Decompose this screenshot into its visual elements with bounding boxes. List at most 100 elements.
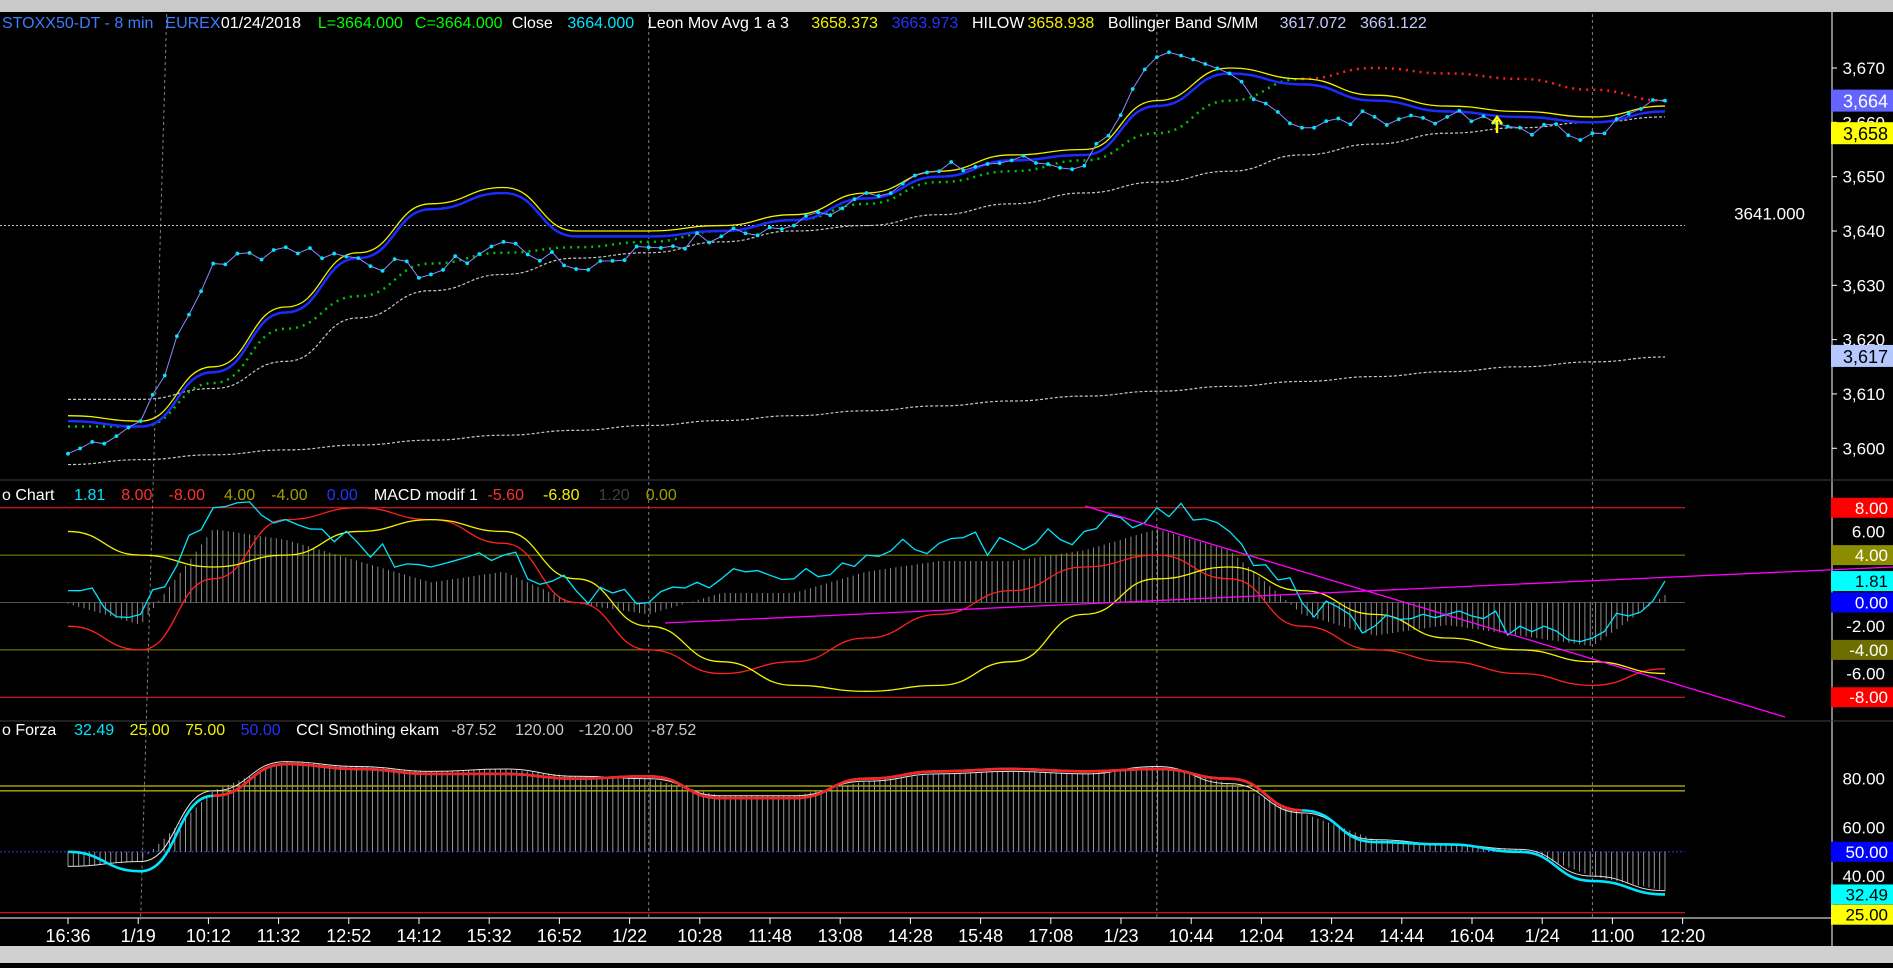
cci-y-tick-label: 80.00 <box>1842 770 1885 789</box>
close-price-point <box>900 181 905 186</box>
close-price-point <box>707 240 712 245</box>
close-price-point <box>465 261 470 266</box>
price-legend-item: Bollinger Band S/MM <box>1108 15 1258 32</box>
close-price-point <box>392 257 397 262</box>
close-price-point <box>126 425 131 430</box>
close-price-point <box>114 434 119 439</box>
close-price-point <box>1457 108 1462 113</box>
close-price-point <box>1409 113 1413 118</box>
price-badge <box>1831 89 1893 112</box>
macd-badge-label: 1.81 <box>1855 572 1888 591</box>
close-price-point <box>429 272 433 277</box>
close-price-point <box>1578 138 1583 142</box>
x-tick-label: 15:48 <box>958 926 1003 946</box>
close-price-point <box>441 268 445 272</box>
x-tick-label: 16:52 <box>537 926 582 946</box>
close-price-point <box>1542 122 1546 127</box>
close-price-point <box>1626 111 1631 116</box>
close-price-point <box>174 334 179 339</box>
x-tick-label: 14:44 <box>1379 926 1424 946</box>
cci-badge <box>1831 904 1893 925</box>
close-price-point <box>332 251 337 256</box>
cci-legend-item: 25.00 <box>130 722 170 739</box>
macd-y-tick-label: 6.00 <box>1852 522 1885 541</box>
close-price-point <box>1094 141 1099 146</box>
close-price-point <box>1663 98 1667 103</box>
close-price-point <box>937 169 941 174</box>
close-price-point <box>1263 101 1268 106</box>
close-price-point <box>1590 131 1595 136</box>
macd-line <box>67 501 1666 643</box>
price-legend-item: 3658.938 <box>1028 15 1095 32</box>
close-price-point <box>912 173 917 178</box>
x-tick-label: 10:12 <box>186 926 231 946</box>
y-tick-label: 3,620 <box>1842 331 1885 350</box>
macd-legend-item: -4.00 <box>271 487 308 504</box>
close-price-point <box>1082 163 1087 168</box>
macd-badge-label: 4.00 <box>1855 546 1888 565</box>
macd-badge-label: -4.00 <box>1849 641 1888 660</box>
close-price-point <box>416 276 421 280</box>
close-price-point <box>501 239 506 244</box>
close-price-point <box>211 261 216 266</box>
cci-legend-item: o Forza <box>2 722 56 739</box>
close-price-point <box>235 251 240 256</box>
close-price-point <box>1058 165 1062 170</box>
cci-legend-item: -87.52 <box>651 722 696 739</box>
close-price-point <box>852 197 857 202</box>
close-price-point <box>731 226 736 231</box>
chart-background <box>0 12 1893 946</box>
close-price-point <box>537 258 542 263</box>
close-price-point <box>985 162 990 166</box>
close-price-point <box>283 245 288 250</box>
close-price-point <box>1651 98 1655 102</box>
cci-badge <box>1831 884 1893 905</box>
close-price-point <box>1638 106 1643 111</box>
close-price-point <box>1239 79 1244 84</box>
close-price-point <box>562 263 566 268</box>
close-price-point <box>308 246 312 251</box>
price-legend-item: 3617.072 <box>1280 15 1347 32</box>
close-price-point <box>477 252 482 256</box>
macd-y-tick-label: -2.00 <box>1846 617 1885 636</box>
close-price-point <box>1481 114 1486 119</box>
price-badge <box>1831 122 1893 145</box>
close-price-point <box>1118 113 1123 118</box>
close-price-point <box>1275 110 1280 114</box>
macd-legend-item: -5.60 <box>488 487 525 504</box>
x-tick-label: 1/24 <box>1525 926 1560 946</box>
close-price-point <box>138 419 143 424</box>
close-price-point <box>574 267 579 271</box>
close-price-point <box>1191 57 1196 62</box>
close-price-point <box>162 373 167 378</box>
price-legend-item: Close <box>512 15 553 32</box>
bollinger-lower-line <box>67 356 1666 466</box>
close-price-point <box>1445 115 1450 119</box>
price-legend-item: Leon Mov Avg 1 a 3 <box>648 15 789 32</box>
close-price-point <box>973 164 978 169</box>
toolbar-strip[interactable] <box>0 0 1893 12</box>
macd-badge-label: 0.00 <box>1855 594 1888 613</box>
close-price-point <box>1348 122 1353 127</box>
price-legend-item: EUREX <box>165 15 220 32</box>
cci-legend-item: 75.00 <box>185 722 225 739</box>
y-tick-label: 3,610 <box>1842 385 1885 404</box>
x-tick-label: 17:08 <box>1028 926 1073 946</box>
hilow-support-dots <box>68 77 1303 428</box>
macd-legend-item: 8.00 <box>121 487 152 504</box>
close-price-point <box>925 170 929 175</box>
close-price-point <box>1203 62 1208 66</box>
close-price-point <box>271 248 276 252</box>
price-legend-item: C=3664.000 <box>415 15 503 32</box>
close-price-point <box>961 168 966 173</box>
macd-badge <box>1831 687 1893 708</box>
close-price-point <box>1614 117 1619 121</box>
cci-legend-item: 32.49 <box>74 722 114 739</box>
close-price-point <box>453 254 458 259</box>
close-price-point <box>876 194 881 198</box>
close-price-point <box>1396 117 1401 122</box>
macd-legend-item: 4.00 <box>224 487 255 504</box>
close-price-point <box>380 269 385 273</box>
macd-y-tick-label: -6.00 <box>1846 665 1885 684</box>
